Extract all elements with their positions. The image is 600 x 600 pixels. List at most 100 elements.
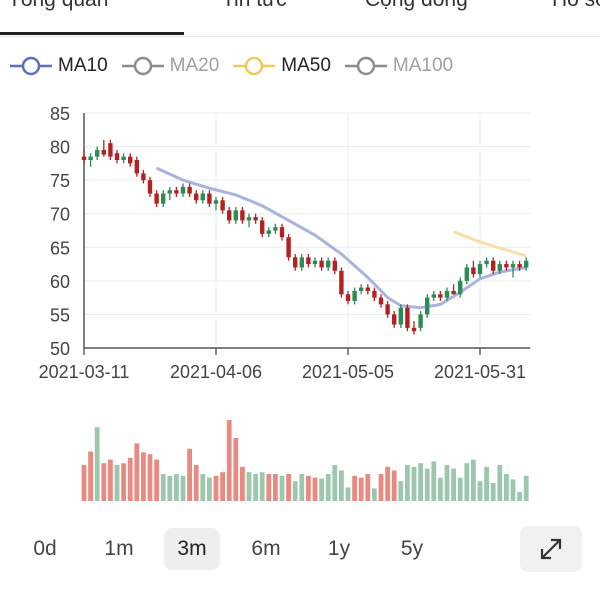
candle-body bbox=[108, 143, 113, 157]
candle-body bbox=[319, 260, 324, 268]
y-tick-label: 55 bbox=[50, 305, 70, 325]
indicator-legend: MA10 MA20 MA50 MA100 bbox=[10, 52, 467, 80]
ma50-line bbox=[453, 230, 527, 258]
volume-bar bbox=[378, 474, 384, 501]
volume-bar bbox=[233, 438, 239, 501]
volume-bar bbox=[101, 463, 107, 501]
ma100-line-icon bbox=[344, 56, 387, 76]
candle-body bbox=[293, 257, 298, 268]
candle-body bbox=[220, 200, 225, 211]
volume-bar bbox=[306, 475, 311, 501]
volume-bar bbox=[266, 474, 272, 501]
y-tick-label: 85 bbox=[50, 104, 70, 124]
range-selector: 0d 1m 3m 6m 1y 5y bbox=[0, 526, 600, 576]
volume-bar bbox=[438, 477, 443, 501]
range-1y-button[interactable]: 1y bbox=[327, 537, 351, 560]
volume-bar bbox=[385, 466, 390, 501]
volume-bar bbox=[517, 492, 522, 501]
tab-community[interactable]: Cộng đồng bbox=[365, 0, 468, 12]
volume-bar bbox=[200, 474, 206, 501]
legend-ma10[interactable]: MA10 bbox=[10, 55, 108, 77]
volume-bar bbox=[477, 481, 483, 501]
candle-body bbox=[273, 227, 278, 231]
range-5y-button[interactable]: 5y bbox=[400, 537, 424, 560]
x-tick-label: 2021-03-11 bbox=[39, 362, 130, 382]
candle-body bbox=[194, 193, 199, 201]
volume-bar bbox=[332, 465, 338, 501]
legend-ma100[interactable]: MA100 bbox=[344, 55, 453, 77]
volume-bar bbox=[510, 479, 516, 501]
candle-body bbox=[504, 264, 509, 268]
volume-bar bbox=[108, 459, 113, 501]
range-1m-button[interactable]: 1m bbox=[104, 537, 134, 560]
ma50-line-icon bbox=[233, 56, 276, 76]
volume-bar bbox=[114, 465, 120, 501]
candle-body bbox=[306, 257, 311, 265]
y-tick-label: 60 bbox=[50, 272, 70, 292]
volume-bar bbox=[352, 475, 357, 501]
volume-bar bbox=[471, 459, 476, 501]
volume-bar bbox=[259, 472, 265, 501]
volume-bar bbox=[193, 465, 199, 501]
y-tick-label: 65 bbox=[50, 238, 70, 258]
volume-bar bbox=[497, 465, 503, 501]
volume-bar bbox=[174, 474, 179, 501]
candle-body bbox=[392, 314, 397, 325]
candle-body bbox=[187, 186, 192, 194]
legend-ma20[interactable]: MA20 bbox=[121, 55, 219, 77]
volume-bar bbox=[292, 481, 298, 501]
volume-bar bbox=[154, 459, 159, 501]
x-tick-label: 2021-04-06 bbox=[170, 362, 262, 382]
volume-bar bbox=[147, 454, 153, 501]
fullscreen-button[interactable] bbox=[520, 526, 582, 572]
candle-body bbox=[279, 227, 285, 238]
candle-body bbox=[438, 294, 443, 298]
volume-bar bbox=[121, 463, 126, 501]
candle-body bbox=[128, 156, 133, 164]
candle-body bbox=[484, 260, 489, 265]
candle-body bbox=[352, 290, 357, 301]
ma20-line-icon bbox=[121, 56, 164, 76]
volume-bar bbox=[279, 475, 285, 501]
candle-body bbox=[154, 193, 159, 204]
candle-body bbox=[114, 153, 120, 160]
volume-bar bbox=[253, 474, 258, 501]
tab-overview[interactable]: Tổng quan bbox=[8, 0, 108, 12]
candle-body bbox=[167, 190, 172, 194]
candle-body bbox=[233, 210, 238, 221]
candle-body bbox=[372, 290, 377, 298]
candle-body bbox=[227, 210, 232, 221]
volume-bar bbox=[299, 474, 305, 501]
candle-body bbox=[365, 287, 370, 291]
volume-bar bbox=[411, 466, 417, 501]
range-6m-button[interactable]: 6m bbox=[251, 537, 281, 560]
tab-news[interactable]: Tin tức bbox=[222, 0, 287, 12]
volume-bar bbox=[418, 463, 423, 501]
volume-bar bbox=[187, 448, 192, 501]
volume-bar bbox=[141, 452, 146, 501]
volume-bar bbox=[345, 487, 351, 501]
candle-body bbox=[332, 260, 337, 271]
legend-ma50[interactable]: MA50 bbox=[233, 55, 331, 77]
volume-bar bbox=[391, 470, 397, 501]
range-0d-button[interactable]: 0d bbox=[33, 537, 57, 560]
ma10-line bbox=[155, 166, 527, 310]
candle-body bbox=[471, 267, 476, 275]
volume-bar bbox=[273, 474, 278, 501]
candle-body bbox=[458, 280, 463, 295]
candle-body bbox=[200, 193, 205, 201]
volume-bar bbox=[220, 472, 225, 501]
volume-bar bbox=[457, 477, 463, 501]
volume-bar bbox=[490, 483, 496, 501]
candle-body bbox=[411, 327, 417, 332]
candle-body bbox=[359, 287, 364, 291]
volume-bar bbox=[207, 477, 212, 501]
range-3m-button[interactable]: 3m bbox=[164, 528, 220, 570]
candle-body bbox=[326, 260, 331, 268]
volume-bar bbox=[431, 461, 437, 501]
volume-bar bbox=[81, 465, 87, 501]
legend-ma10-label: MA10 bbox=[58, 55, 108, 76]
candle-body bbox=[81, 156, 87, 160]
tab-profile[interactable]: Hồ sơ bbox=[552, 0, 600, 12]
price-chart[interactable]: 50 55 60 65 70 75 80 85 2021-03-11 2021-04-06 2021… bbox=[0, 95, 600, 510]
